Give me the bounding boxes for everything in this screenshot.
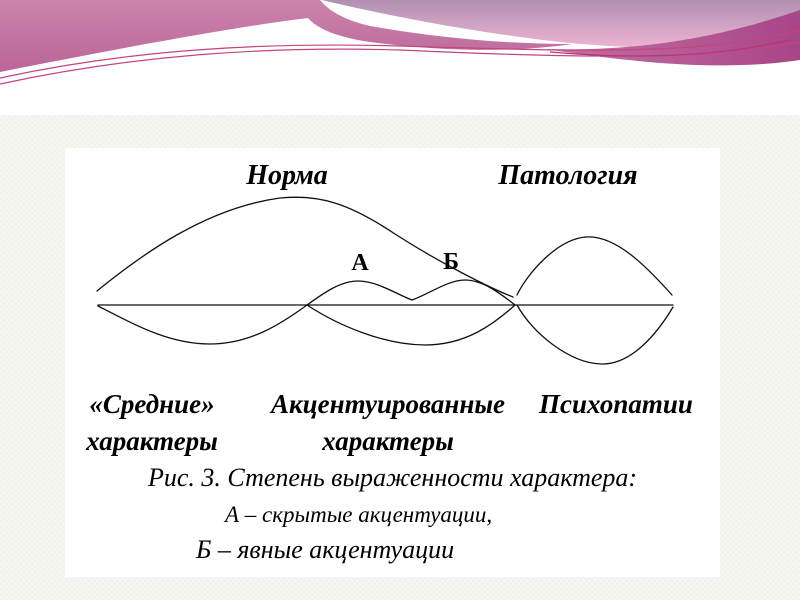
figure-caption-title: Рис. 3. Степень выраженности характера: — [147, 463, 638, 492]
figure-panel: Норма Патология А Б «Средние» характеры … — [65, 148, 720, 577]
norm-lower-curve — [97, 304, 308, 345]
label-pathology: Патология — [498, 160, 638, 191]
zone-label-accentuated-line2: характеры — [322, 426, 454, 456]
distribution-curves — [96, 196, 674, 365]
accentuation-humps-curve — [306, 279, 516, 306]
accent-line-1 — [0, 29, 800, 79]
point-label-b: Б — [443, 249, 459, 275]
norm-upper-curve — [96, 196, 514, 298]
top-wave-decoration — [0, 0, 800, 115]
point-label-a: А — [351, 250, 369, 276]
zone-label-accentuated-line1: Акцентуированные — [270, 389, 506, 419]
accentuation-lower-curve — [306, 304, 516, 346]
right-light-band — [322, 0, 800, 49]
zone-label-accentuated: Акцентуированные характеры — [271, 386, 505, 460]
figure-caption-item-b: Б – явные акцентуации — [196, 535, 455, 564]
zone-label-psychopathy: Психопатии — [539, 386, 693, 423]
right-swoosh — [545, 10, 800, 66]
left-wave — [0, 0, 572, 72]
zone-label-average-line1: «Средние» — [89, 389, 215, 419]
accent-line-3 — [549, 39, 791, 57]
label-norm: Норма — [246, 160, 328, 191]
pathology-upper-curve — [516, 236, 673, 296]
zone-label-average-line2: характеры — [86, 426, 218, 456]
zone-label-average: «Средние» характеры — [86, 386, 218, 460]
pathology-lower-curve — [516, 304, 674, 365]
figure-caption-item-a: А – скрытые акцентуации, — [225, 502, 493, 527]
zone-label-psychopathy-line1: Психопатии — [539, 389, 693, 419]
